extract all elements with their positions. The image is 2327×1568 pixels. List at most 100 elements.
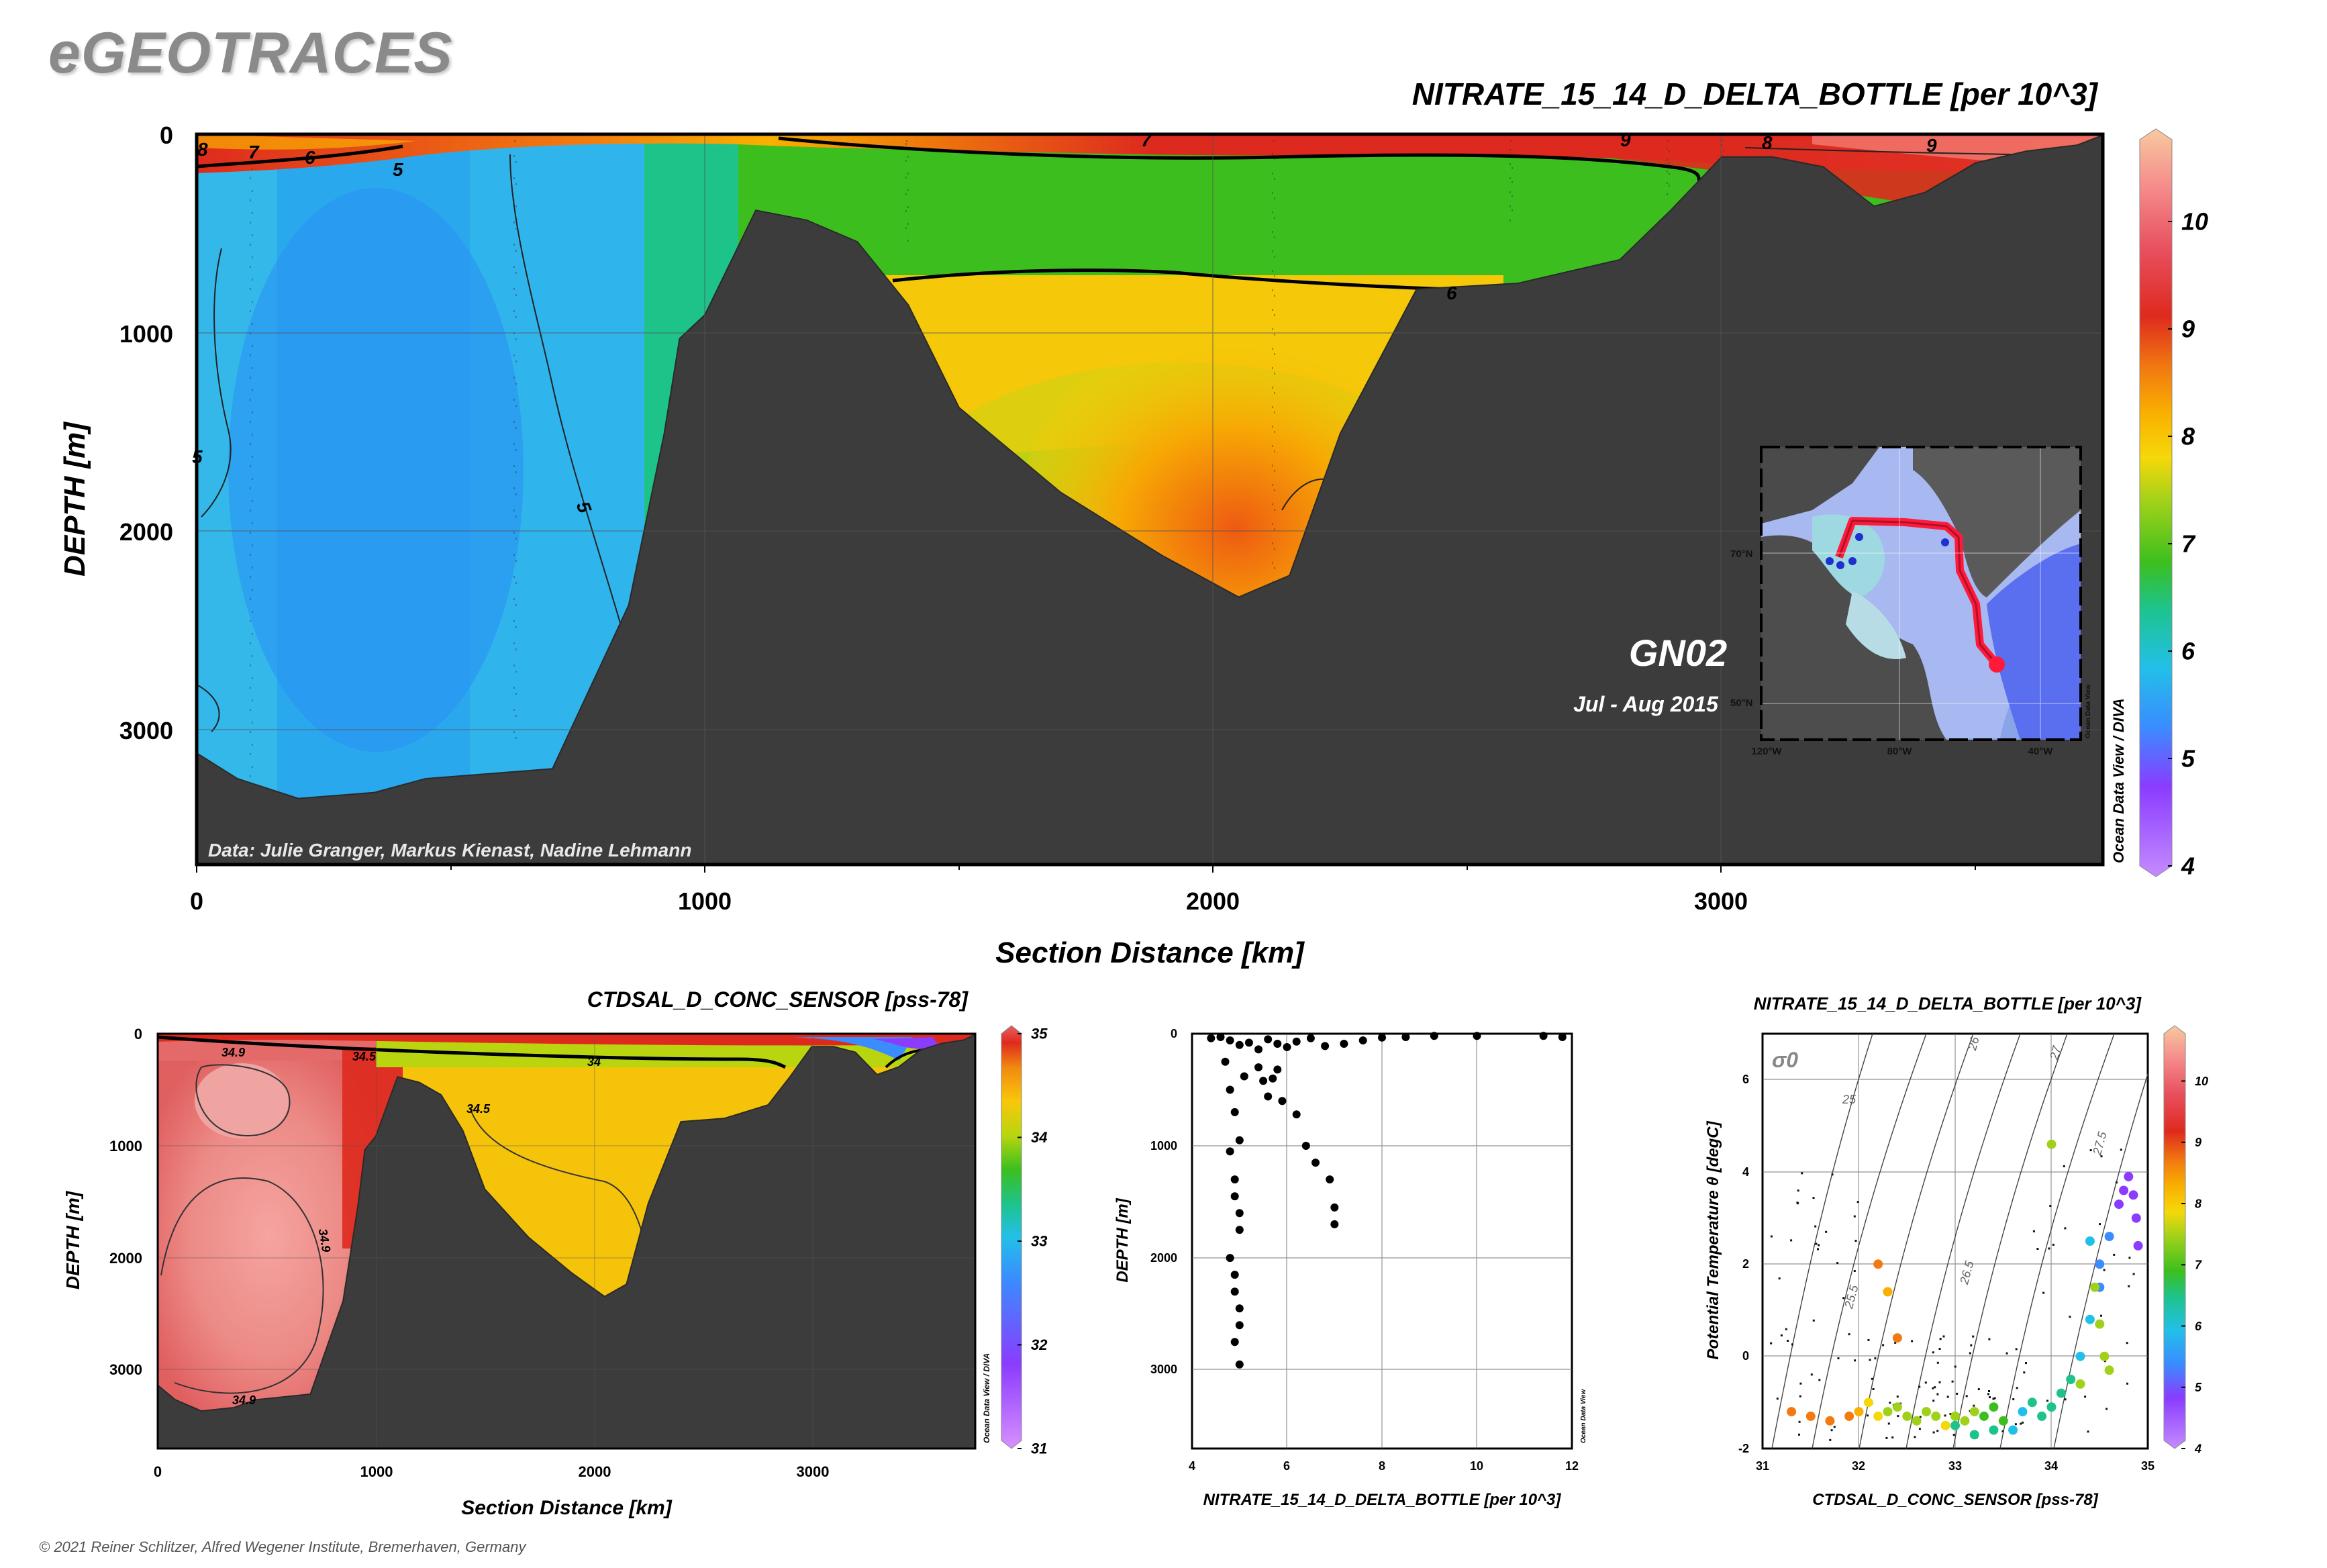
ts-point — [2095, 1259, 2105, 1269]
contour-label: 5 — [393, 159, 403, 180]
ts-background-sample — [1871, 1377, 1873, 1380]
ts-background-sample — [1885, 1436, 1888, 1439]
ts-background-sample — [1911, 1340, 1914, 1342]
profile-point — [1226, 1085, 1234, 1094]
salinity-x-axis-label: Section Distance [km] — [461, 1497, 672, 1519]
ts-background-sample — [2023, 1371, 2026, 1374]
ts-background-sample — [2126, 1342, 2128, 1344]
ts-background-sample — [1836, 1262, 1839, 1265]
colorbar-tick-label: 9 — [2181, 315, 2195, 343]
colorbar-tick-label: 10 — [2195, 1075, 2208, 1088]
ts-point — [2131, 1213, 2141, 1223]
contour-label: 7 — [248, 142, 260, 162]
ts-background-sample — [1801, 1172, 1803, 1175]
contour-label: 34.5 — [352, 1050, 377, 1063]
ts-point — [1873, 1411, 1883, 1421]
ts-background-sample — [1787, 1340, 1789, 1342]
salinity-colorbar: 31 32 33 34 35 — [1001, 1025, 1048, 1457]
ts-background-sample — [1810, 1373, 1813, 1376]
ts-background-sample — [2128, 1257, 2131, 1259]
colorbar-tick-label: 10 — [2181, 208, 2208, 236]
profile-point — [1273, 1040, 1282, 1048]
ts-background-sample — [1770, 1342, 1773, 1344]
ts-background-sample — [1934, 1386, 1936, 1389]
ts-background-sample — [1889, 1402, 1891, 1404]
ts-point — [2119, 1185, 2129, 1195]
profile-point — [1430, 1032, 1438, 1040]
profile-point — [1311, 1159, 1320, 1167]
contour-label: 8 — [1762, 132, 1773, 153]
ts-background-sample — [2106, 1408, 2108, 1410]
colorbar-tick-label: 4 — [2194, 1442, 2201, 1455]
ts-point — [2037, 1411, 2047, 1421]
ts-background-sample — [2069, 1316, 2071, 1318]
salinity-seafloor — [158, 1034, 975, 1449]
x-tick-label: 0 — [154, 1463, 162, 1480]
ts-background-sample — [1791, 1343, 1793, 1346]
odv-watermark: Ocean Data View — [1580, 1389, 1587, 1443]
ts-point — [2104, 1365, 2114, 1375]
ts-point — [2027, 1398, 2037, 1408]
ts-background-sample — [1854, 1359, 1856, 1362]
ts-y-axis-label: Potential Temperature θ [degC] — [1704, 1120, 1722, 1359]
ts-background-sample — [2052, 1243, 2054, 1246]
contour-label: 34.5 — [466, 1102, 491, 1116]
ts-background-sample — [2103, 1269, 2106, 1271]
ts-point — [1940, 1420, 1950, 1430]
profile-point — [1558, 1033, 1567, 1041]
ts-point — [2056, 1388, 2066, 1398]
contour-label: 7 — [1141, 130, 1152, 150]
ts-background-sample — [2126, 1382, 2128, 1385]
ts-point — [1989, 1425, 1999, 1435]
profile-point — [1269, 1074, 1277, 1083]
ts-background-sample — [1853, 1215, 1856, 1218]
x-tick-label: 6 — [1283, 1459, 1290, 1473]
ts-background-sample — [2046, 1400, 2048, 1402]
colorbar-tick-label: 5 — [2195, 1381, 2202, 1394]
ts-background-sample — [1894, 1341, 1897, 1344]
ts-background-sample — [1956, 1392, 1959, 1395]
brand-logo: eGEOTRACES — [48, 21, 453, 85]
ts-background-sample — [1939, 1338, 1942, 1340]
ts-point — [1969, 1430, 1979, 1440]
main-y-axis-label: DEPTH [m] — [58, 422, 91, 577]
colorbar-tick-label: 33 — [1031, 1233, 1047, 1250]
x-tick-label: 34 — [2044, 1459, 2058, 1473]
profile-point — [1240, 1072, 1248, 1081]
profile-point — [1235, 1040, 1244, 1049]
ts-background-sample — [1918, 1385, 1921, 1388]
x-tick-label: 35 — [2141, 1459, 2155, 1473]
main-x-axis-label: Section Distance [km] — [995, 936, 1305, 969]
ts-background-sample — [1799, 1395, 1801, 1398]
ts-point — [1844, 1411, 1854, 1421]
ts-background-sample — [1776, 1398, 1779, 1400]
ts-background-sample — [1891, 1436, 1894, 1438]
ts-background-sample — [1829, 1438, 1832, 1441]
ts-background-sample — [2087, 1430, 2089, 1433]
ts-background-sample — [1989, 1396, 1991, 1399]
ts-background-sample — [2012, 1398, 2015, 1401]
profile-point — [1401, 1033, 1410, 1041]
ts-background-sample — [2063, 1165, 2065, 1167]
map-lon-label: 40°W — [2028, 746, 2054, 757]
ts-background-sample — [1973, 1404, 1975, 1407]
ts-background-sample — [1992, 1398, 1995, 1400]
ts-background-sample — [1853, 1270, 1856, 1272]
profile-point — [1226, 1147, 1234, 1156]
profile-point — [1235, 1304, 1244, 1313]
ts-background-sample — [1936, 1361, 1939, 1364]
ts-point — [2018, 1407, 2028, 1417]
ts-background-sample — [1897, 1415, 1899, 1418]
ts-background-sample — [2006, 1352, 2008, 1355]
x-tick-label: 2000 — [1186, 887, 1240, 915]
ts-background-sample — [1924, 1381, 1927, 1384]
ts-background-sample — [1896, 1395, 1899, 1398]
ts-background-sample — [2100, 1314, 2102, 1317]
profile-x-axis-label: NITRATE_15_14_D_DELTA_BOTTLE [per 10^3] — [1203, 1491, 1562, 1509]
ts-background-sample — [1833, 1426, 1836, 1428]
ts-background-sample — [1798, 1433, 1800, 1436]
ts-background-sample — [2036, 1248, 2039, 1250]
ts-background-sample — [1778, 1277, 1781, 1280]
x-tick-label: 1000 — [360, 1463, 393, 1480]
ts-point — [2075, 1379, 2085, 1389]
